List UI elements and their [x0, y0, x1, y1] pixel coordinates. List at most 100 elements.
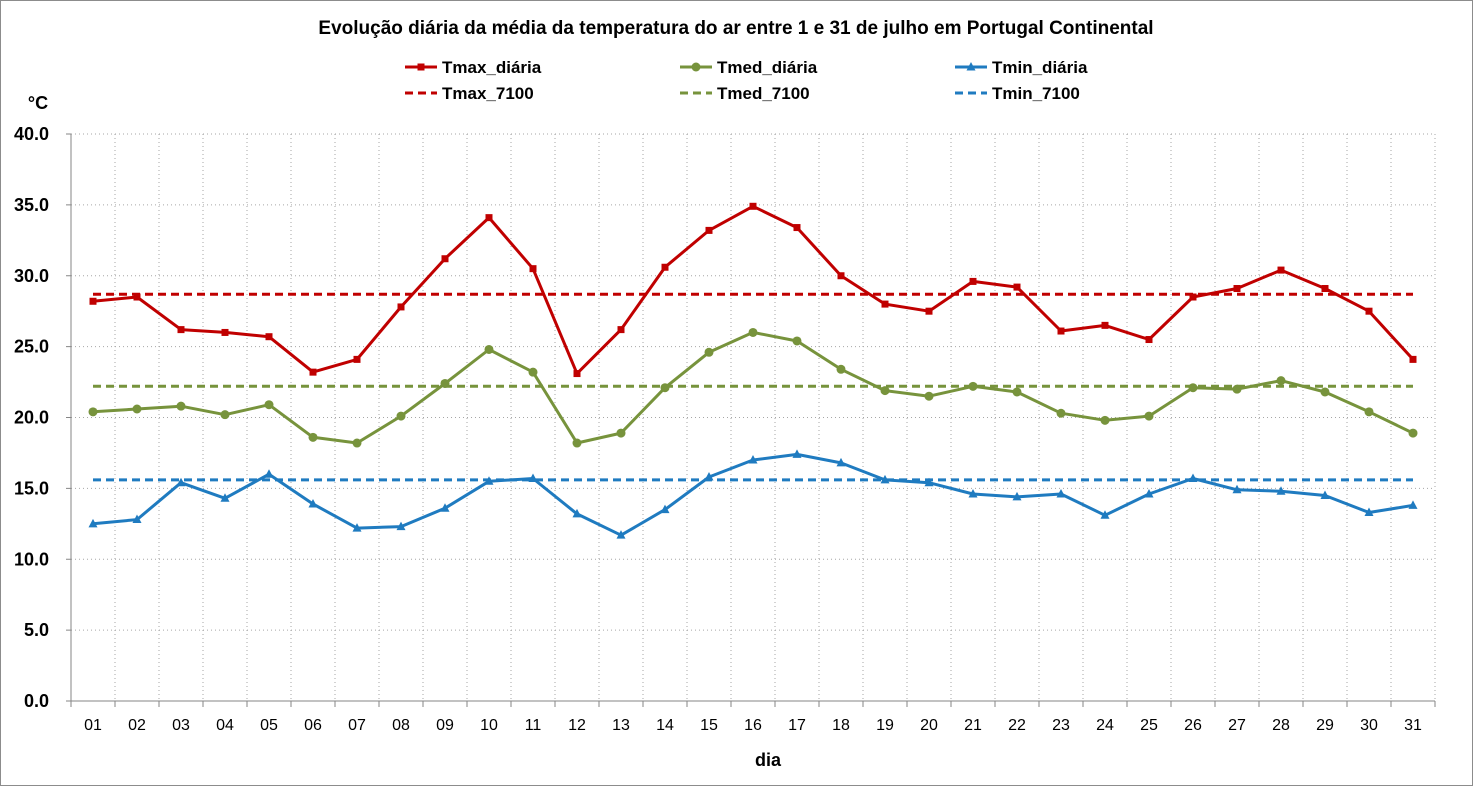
data-point-tmed-di-ria: [440, 378, 450, 388]
data-point-tmin-di-ria: [1188, 473, 1198, 482]
data-point-tmin-di-ria: [88, 518, 98, 528]
x-tick-label: 01: [84, 717, 102, 734]
x-tick-label: 02: [128, 717, 146, 734]
x-tick-label: 07: [348, 717, 366, 734]
y-tick-labels: 0.0 5.0 10.0 15.0 20.0 25.0 30.0 35.0 40.0: [14, 124, 49, 711]
data-point-tmed-di-ria: [88, 407, 98, 417]
data-point-tmin-di-ria: [220, 493, 230, 502]
data-point-tmax-di-ria: [133, 293, 141, 301]
x-tick-labels: 01 02 03 04 05 06 07 08 09 10 11 12 13 14 15 16 17 18 19 20…: [84, 717, 1422, 734]
data-point-tmin-di-ria: [1012, 491, 1022, 501]
data-point-tmin-di-ria: [484, 476, 494, 485]
y-tick-label: 10.0: [14, 549, 49, 569]
data-point-tmax-di-ria: [925, 307, 933, 315]
series-tmed-di-ria: [88, 327, 1418, 448]
x-tick-label: 24: [1096, 717, 1114, 734]
data-point-tmin-di-ria: [1056, 489, 1066, 498]
x-tick-label: 13: [612, 717, 630, 734]
x-tick-label: 10: [480, 717, 498, 734]
data-point-tmin-di-ria: [1364, 507, 1374, 516]
data-point-tmax-di-ria: [1277, 266, 1285, 274]
x-tick-label: 03: [172, 717, 190, 734]
x-tick-label: 05: [260, 717, 278, 734]
data-point-tmin-di-ria: [1100, 510, 1110, 519]
data-point-tmax-di-ria: [1189, 293, 1197, 301]
data-point-tmed-di-ria: [1408, 428, 1418, 438]
y-tick-label: 35.0: [14, 195, 49, 215]
legend-item-tmed-7100: Tmed_7100: [680, 84, 810, 103]
legend-item-tmin-7100: Tmin_7100: [955, 84, 1080, 103]
data-point-tmax-di-ria: [1101, 321, 1109, 329]
data-point-tmax-di-ria: [353, 355, 361, 363]
x-tick-label: 18: [832, 717, 850, 734]
data-point-tmed-di-ria: [352, 438, 362, 448]
legend-label-tmax-7100: Tmax_7100: [442, 84, 534, 103]
legend-item-tmed-di-ria: Tmed_diária: [680, 58, 818, 77]
x-tick-label: 19: [876, 717, 894, 734]
data-point-tmin-di-ria: [924, 477, 934, 487]
y-tick-label: 5.0: [24, 620, 49, 640]
data-point-tmin-di-ria: [132, 514, 142, 524]
axes: [66, 133, 1436, 707]
data-point-tmin-di-ria: [836, 457, 846, 467]
x-tick-label: 23: [1052, 717, 1070, 734]
data-point-tmin-di-ria: [264, 469, 274, 478]
data-point-tmin-di-ria: [616, 530, 626, 539]
x-tick-label: 26: [1184, 717, 1202, 734]
x-tick-label: 21: [964, 717, 982, 734]
data-point-tmin-di-ria: [440, 503, 450, 512]
legend-label-tmed-di-ria: Tmed_diária: [717, 58, 818, 77]
data-point-tmed-di-ria: [1188, 383, 1198, 393]
x-tick-label: 25: [1140, 717, 1158, 734]
data-point-tmax-di-ria: [1233, 285, 1241, 293]
data-point-tmed-di-ria: [792, 336, 802, 346]
data-point-tmax-di-ria: [1321, 285, 1329, 293]
x-tick-label: 04: [216, 717, 234, 734]
data-point-tmed-di-ria: [1232, 384, 1242, 394]
x-tick-label: 31: [1404, 717, 1422, 734]
x-tick-label: 08: [392, 717, 410, 734]
data-point-tmax-di-ria: [485, 214, 493, 222]
y-tick-label: 40.0: [14, 124, 49, 144]
legend-item-tmax-di-ria: Tmax_diária: [405, 58, 542, 77]
legend-marker-tmax-di-ria: [417, 63, 425, 71]
data-point-tmin-di-ria: [704, 472, 714, 481]
x-tick-label: 16: [744, 717, 762, 734]
data-point-tmin-di-ria: [1320, 490, 1330, 499]
x-tick-label: 11: [525, 717, 542, 734]
data-point-tmax-di-ria: [969, 277, 977, 285]
data-point-tmax-di-ria: [1409, 355, 1417, 363]
chart-title: Evolução diária da média da temperatura …: [318, 18, 1153, 39]
data-point-tmed-di-ria: [836, 364, 846, 374]
data-point-tmed-di-ria: [704, 347, 714, 357]
data-point-tmax-di-ria: [793, 224, 801, 232]
series-line-tmax-di-ria: [92, 204, 1415, 376]
legend-label-tmed-7100: Tmed_7100: [717, 84, 810, 103]
x-tick-label: 14: [656, 717, 674, 734]
x-tick-label: 17: [788, 717, 806, 734]
series-group: [88, 202, 1418, 539]
data-point-tmed-di-ria: [660, 383, 670, 393]
legend-marker-tmed-di-ria: [691, 62, 701, 72]
data-point-tmed-di-ria: [220, 410, 230, 420]
data-point-tmed-di-ria: [1100, 415, 1110, 425]
data-point-tmin-di-ria: [396, 521, 406, 531]
x-tick-label: 06: [304, 717, 322, 734]
x-tick-label: 20: [920, 717, 938, 734]
data-point-tmin-di-ria: [352, 523, 362, 532]
data-point-tmin-di-ria: [308, 498, 318, 508]
series-tmin-di-ria: [88, 449, 1418, 539]
data-point-tmax-di-ria: [1057, 327, 1065, 335]
data-point-tmin-di-ria: [1276, 486, 1286, 495]
x-tick-label: 30: [1360, 717, 1378, 734]
data-point-tmed-di-ria: [572, 438, 582, 448]
data-point-tmax-di-ria: [617, 326, 625, 334]
data-point-tmed-di-ria: [1364, 407, 1374, 417]
data-point-tmin-di-ria: [528, 473, 538, 482]
data-point-tmax-di-ria: [441, 255, 449, 263]
data-point-tmed-di-ria: [484, 344, 494, 354]
data-point-tmin-di-ria: [792, 449, 802, 458]
data-point-tmed-di-ria: [1056, 408, 1066, 418]
y-tick-label: 30.0: [14, 266, 49, 286]
